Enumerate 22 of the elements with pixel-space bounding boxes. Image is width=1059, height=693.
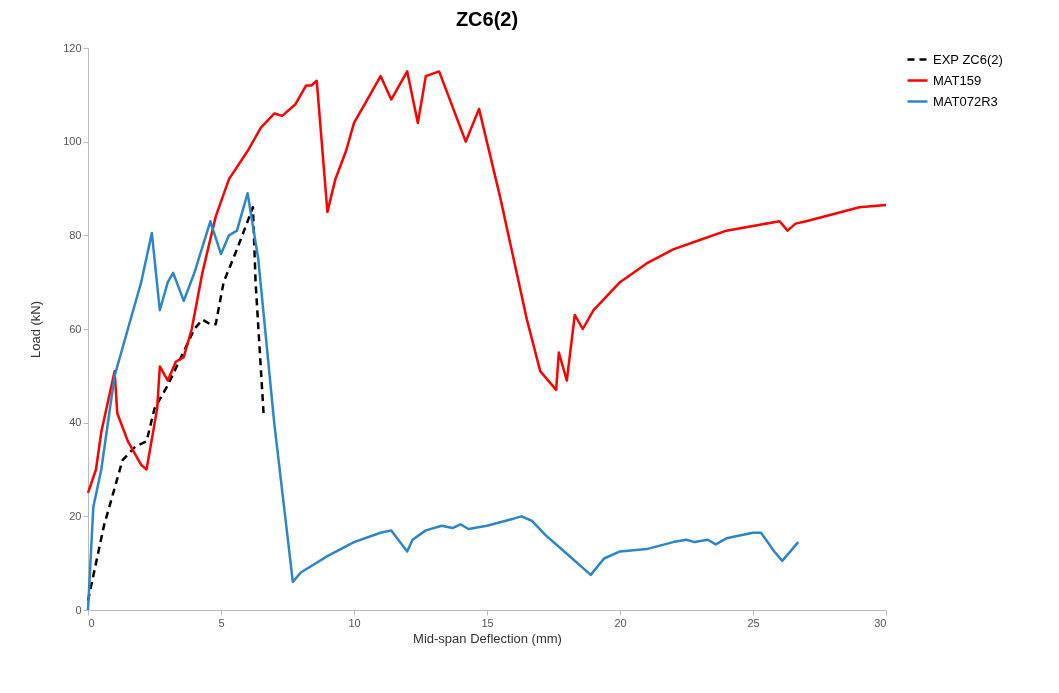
y-tick-label: 100 bbox=[63, 135, 82, 148]
y-tick-label: 80 bbox=[69, 228, 82, 241]
y-tick-label: 60 bbox=[69, 322, 82, 335]
y-tick-label: 40 bbox=[69, 416, 82, 429]
y-tick-label: 20 bbox=[69, 509, 82, 522]
y-tick-label: 0 bbox=[75, 603, 82, 616]
chart-title: ZC6(2) bbox=[455, 8, 519, 30]
line-series bbox=[86, 191, 800, 612]
x-axis-title: Mid-span Deflection (mm) bbox=[413, 630, 562, 646]
legend-label: EXP ZC6(2) bbox=[933, 51, 1003, 67]
legend-label: MAT159 bbox=[933, 72, 982, 88]
y-tick-label: 120 bbox=[63, 41, 82, 54]
y-axis-title: Load (kN) bbox=[28, 300, 44, 359]
x-tick-label: 20 bbox=[614, 616, 627, 629]
x-tick-label: 0 bbox=[88, 616, 95, 629]
x-tick-label: 10 bbox=[348, 616, 361, 629]
x-tick-label: 15 bbox=[481, 616, 494, 629]
x-tick-label: 30 bbox=[874, 616, 887, 629]
line-series bbox=[86, 70, 888, 495]
x-tick-label: 5 bbox=[218, 616, 225, 629]
legend-label: MAT072R3 bbox=[933, 93, 998, 109]
x-tick-label: 25 bbox=[747, 616, 760, 629]
